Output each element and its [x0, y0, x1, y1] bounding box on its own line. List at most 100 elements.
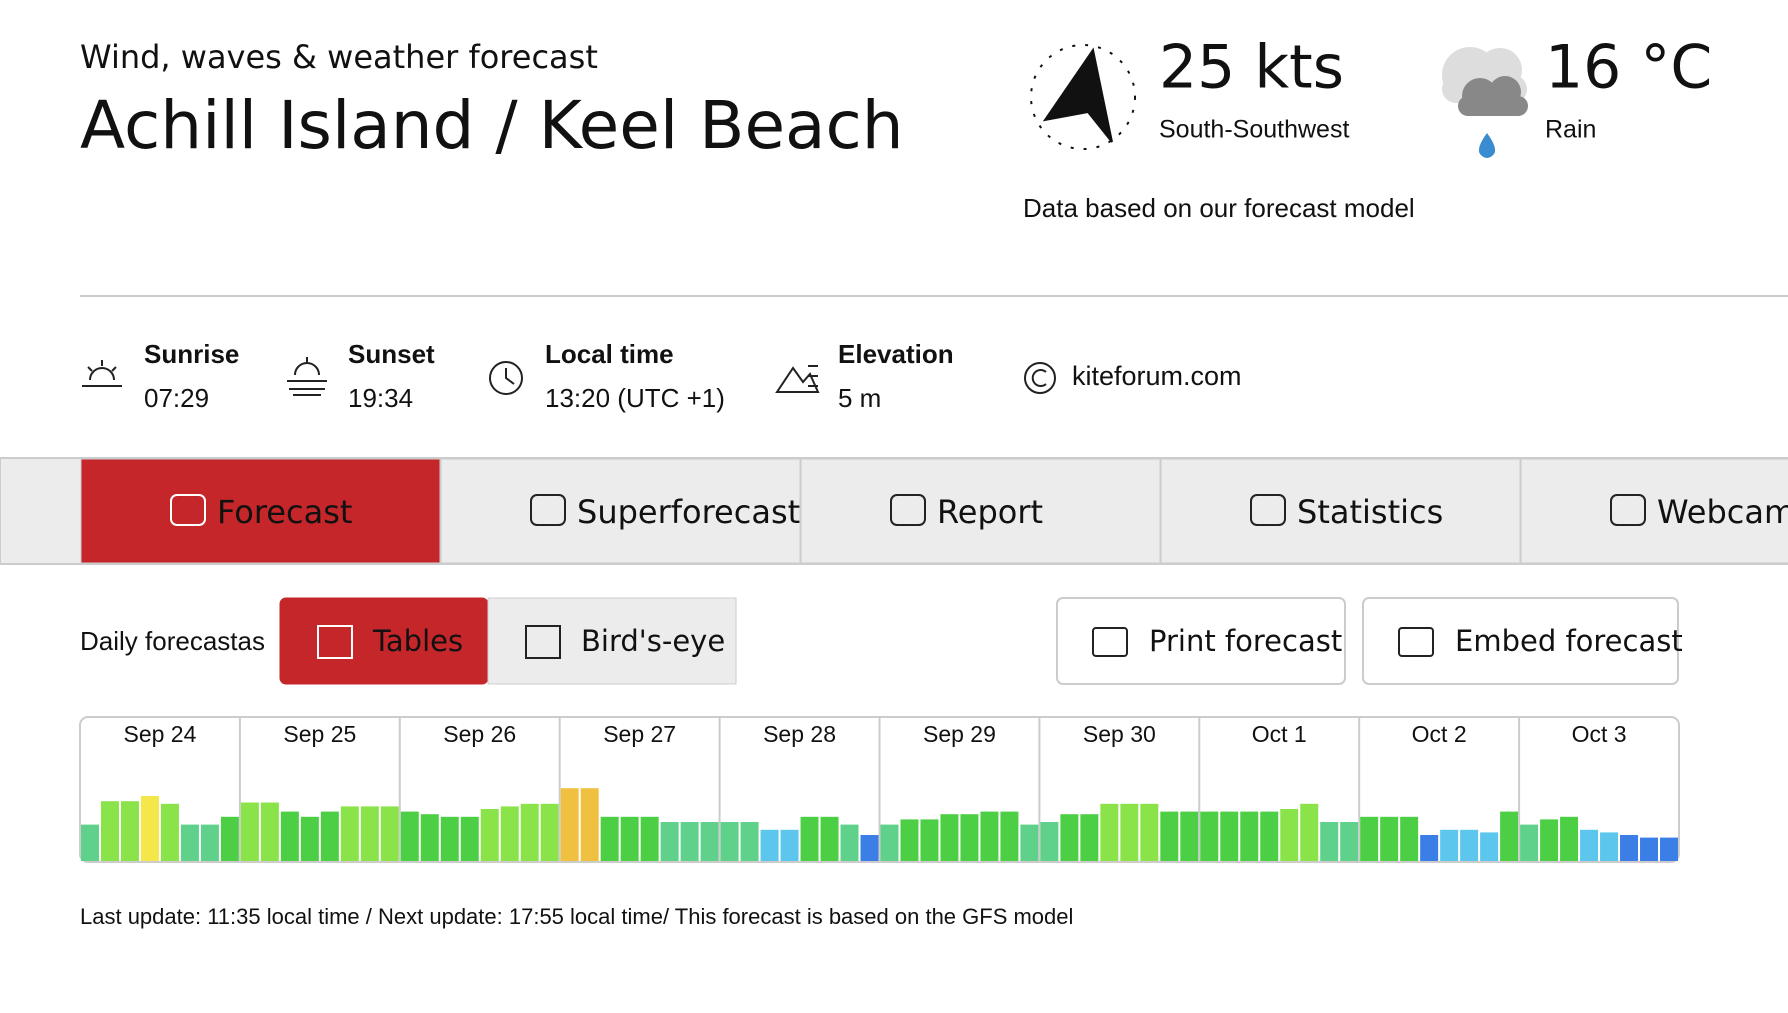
- button-icon: [1398, 627, 1434, 657]
- wind-bar: [81, 824, 99, 861]
- info-icons: [82, 357, 1056, 396]
- wind-bar: [540, 803, 559, 861]
- wind-bar: [1440, 829, 1459, 861]
- button-label[interactable]: Embed forecast: [1455, 624, 1683, 658]
- info-link[interactable]: kiteforum.com: [1072, 361, 1242, 391]
- wind-bar: [740, 822, 759, 861]
- wind-bar: [360, 806, 379, 861]
- tab-icon: [170, 494, 206, 526]
- tab[interactable]: [1520, 458, 1788, 564]
- weather: Rain: [1545, 116, 1596, 144]
- tab[interactable]: [80, 458, 441, 564]
- tabs: Forecast Superforecast Report Statistics Web…: [80, 458, 1788, 564]
- view-toggle[interactable]: [487, 597, 737, 685]
- wind-bar: [1380, 816, 1399, 861]
- day-label: Oct 3: [1572, 721, 1627, 747]
- tab[interactable]: [440, 458, 801, 564]
- wind-bar: [1580, 829, 1599, 861]
- wind-bar: [440, 816, 459, 861]
- info-label: Local time: [545, 339, 674, 369]
- tab-icon: [1610, 494, 1646, 526]
- wind-bar: [320, 811, 339, 861]
- wind-bar: [1260, 811, 1279, 861]
- day-label: Sep 26: [443, 721, 516, 747]
- tab[interactable]: [1160, 458, 1521, 564]
- view-label[interactable]: Bird's-eye: [581, 624, 725, 658]
- buttons: Print forecast Embed forecast: [1056, 597, 1683, 685]
- wind-bar: [1000, 811, 1019, 861]
- wind-bar: [680, 822, 699, 861]
- wind-bar: [1160, 811, 1179, 861]
- wind-bar: [560, 788, 579, 861]
- wind-bar: [120, 801, 139, 861]
- wind-bar: [1320, 822, 1339, 861]
- wind-bar: [860, 835, 879, 861]
- wind-bar: [1480, 832, 1499, 861]
- wind-bar: [1220, 811, 1239, 861]
- wind-bar: [800, 816, 819, 861]
- views-label: Daily forecastas: [80, 626, 265, 656]
- tab-label[interactable]: Forecast: [217, 493, 352, 531]
- wind-bar: [580, 788, 599, 861]
- wind-bar: [1140, 803, 1159, 861]
- wind-bar: [1620, 835, 1639, 861]
- wind-bar: [700, 822, 719, 861]
- view-label[interactable]: Tables: [372, 624, 463, 658]
- wind-bar: [820, 816, 839, 861]
- wind-bar: [260, 802, 279, 861]
- wind-bar: [180, 824, 199, 861]
- day-label: Sep 24: [123, 721, 196, 747]
- wind-bar: [1520, 824, 1539, 861]
- tab-label[interactable]: Superforecast: [577, 493, 800, 531]
- subtitle: Wind, waves & weather forecast: [80, 38, 598, 76]
- info-label: Sunset: [348, 339, 435, 369]
- wind-bar: [1500, 811, 1519, 861]
- wind-bar: [1340, 822, 1359, 861]
- wind-speed: 25 kts: [1159, 33, 1344, 103]
- wind-bar: [380, 806, 399, 861]
- model-note: Data based on our forecast model: [1023, 193, 1415, 223]
- wind-bar: [720, 822, 739, 861]
- wind-bar: [620, 816, 639, 861]
- button[interactable]: [1056, 597, 1346, 685]
- strip-bars: Sep 24 Sep 25 Sep 26 Sep 27 Sep 28 Sep 29 Sep …: [81, 718, 1678, 861]
- wind-bar: [1360, 816, 1379, 861]
- tab-label[interactable]: Report: [937, 493, 1043, 531]
- wind-bar: [1060, 814, 1079, 861]
- wind-bar: [1080, 814, 1099, 861]
- info-value: 07:29: [144, 383, 209, 413]
- wind-bar: [960, 814, 979, 861]
- button-label[interactable]: Print forecast: [1149, 624, 1342, 658]
- tab-label[interactable]: Statistics: [1297, 493, 1443, 531]
- wind-bar: [1540, 819, 1559, 861]
- wind-bar: [940, 814, 959, 861]
- info-row: Sunrise 07:29 Sunset 19:34 Local time 13:20 (…: [144, 339, 1242, 413]
- view-icon: [525, 625, 561, 659]
- day-label: Oct 2: [1412, 721, 1467, 747]
- wind-bar: [840, 824, 859, 861]
- temperature: 16 °C: [1545, 33, 1712, 103]
- wind-bar: [340, 806, 359, 861]
- tab-icon: [1250, 494, 1286, 526]
- wind-bar: [1420, 835, 1439, 861]
- wind-bar: [280, 811, 299, 861]
- day-label: Oct 1: [1252, 721, 1307, 747]
- wind-bar: [780, 829, 799, 861]
- tab[interactable]: [800, 458, 1161, 564]
- wind-bar: [660, 822, 679, 861]
- button[interactable]: [1362, 597, 1679, 685]
- wind-bar: [1040, 822, 1059, 861]
- wind-bar: [920, 819, 939, 861]
- tab-label[interactable]: Webcam: [1657, 493, 1788, 531]
- wind-bar: [1400, 816, 1419, 861]
- wind-bar: [980, 811, 999, 861]
- wind-bar: [1300, 803, 1319, 861]
- title: Achill Island / Keel Beach: [80, 87, 904, 164]
- wind-bar: [400, 811, 419, 861]
- wind-bar: [420, 814, 439, 861]
- wind-bar: [1600, 832, 1619, 861]
- tab-icon: [890, 494, 926, 526]
- wind-bar: [760, 829, 779, 861]
